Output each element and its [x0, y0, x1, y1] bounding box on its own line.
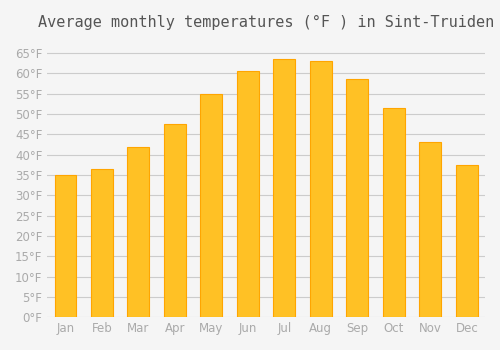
- Bar: [383, 108, 404, 317]
- Bar: [310, 61, 332, 317]
- Bar: [200, 94, 222, 317]
- Bar: [128, 147, 150, 317]
- Bar: [91, 169, 113, 317]
- Title: Average monthly temperatures (°F ) in Sint-Truiden: Average monthly temperatures (°F ) in Si…: [38, 15, 494, 30]
- Bar: [54, 175, 76, 317]
- Bar: [274, 59, 295, 317]
- Bar: [346, 79, 368, 317]
- Bar: [456, 165, 477, 317]
- Bar: [237, 71, 259, 317]
- Bar: [420, 142, 441, 317]
- Bar: [164, 124, 186, 317]
